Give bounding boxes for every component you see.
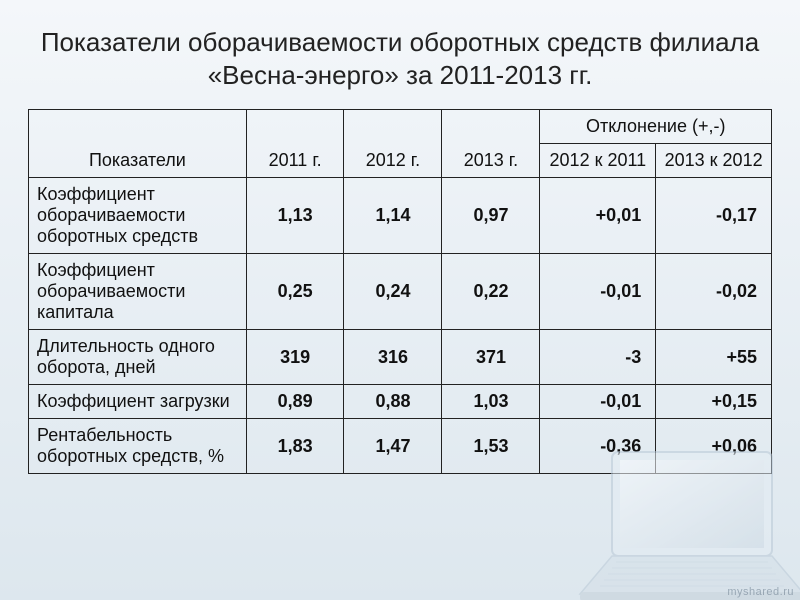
col-indicators: Показатели [29, 110, 247, 178]
cell-value: -0,01 [540, 385, 656, 419]
cell-value: -3 [540, 330, 656, 385]
cell-value: 1,03 [442, 385, 540, 419]
cell-value: 316 [344, 330, 442, 385]
cell-value: 1,13 [246, 178, 344, 254]
cell-value: +55 [656, 330, 772, 385]
cell-value: 0,97 [442, 178, 540, 254]
cell-value: -0,01 [540, 254, 656, 330]
cell-value: 1,14 [344, 178, 442, 254]
slide-root: Показатели оборачиваемости оборотных сре… [0, 0, 800, 600]
cell-value: 0,88 [344, 385, 442, 419]
slide-title: Показатели оборачиваемости оборотных сре… [28, 26, 772, 91]
cell-value: +0,01 [540, 178, 656, 254]
cell-value: 0,22 [442, 254, 540, 330]
cell-value: 0,89 [246, 385, 344, 419]
cell-value: 0,25 [246, 254, 344, 330]
table-header-row-1: Показатели 2011 г. 2012 г. 2013 г. Откло… [29, 110, 772, 144]
cell-value: +0,15 [656, 385, 772, 419]
col-d2: 2013 к 2012 [656, 144, 772, 178]
col-2013: 2013 г. [442, 110, 540, 178]
cell-value: -0,02 [656, 254, 772, 330]
col-deviation: Отклонение (+,-) [540, 110, 772, 144]
cell-value: 1,53 [442, 419, 540, 474]
data-table: Показатели 2011 г. 2012 г. 2013 г. Откло… [28, 109, 772, 474]
cell-value: 371 [442, 330, 540, 385]
col-2012: 2012 г. [344, 110, 442, 178]
cell-value: 0,24 [344, 254, 442, 330]
table-row: Рентабельность оборотных средств, % 1,83… [29, 419, 772, 474]
cell-value: 1,83 [246, 419, 344, 474]
col-d1: 2012 к 2011 [540, 144, 656, 178]
row-label: Рентабельность оборотных средств, % [29, 419, 247, 474]
row-label: Коэффициент загрузки [29, 385, 247, 419]
col-2011: 2011 г. [246, 110, 344, 178]
cell-value: 319 [246, 330, 344, 385]
cell-value: 1,47 [344, 419, 442, 474]
watermark: myshared.ru [727, 586, 794, 598]
table-row: Коэффициент загрузки 0,89 0,88 1,03 -0,0… [29, 385, 772, 419]
row-label: Коэффициент оборачиваемости оборотных ср… [29, 178, 247, 254]
table-row: Коэффициент оборачиваемости оборотных ср… [29, 178, 772, 254]
cell-value: +0,06 [656, 419, 772, 474]
cell-value: -0,17 [656, 178, 772, 254]
table-row: Длительность одного оборота, дней 319 31… [29, 330, 772, 385]
row-label: Коэффициент оборачиваемости капитала [29, 254, 247, 330]
cell-value: -0,36 [540, 419, 656, 474]
table-row: Коэффициент оборачиваемости капитала 0,2… [29, 254, 772, 330]
row-label: Длительность одного оборота, дней [29, 330, 247, 385]
